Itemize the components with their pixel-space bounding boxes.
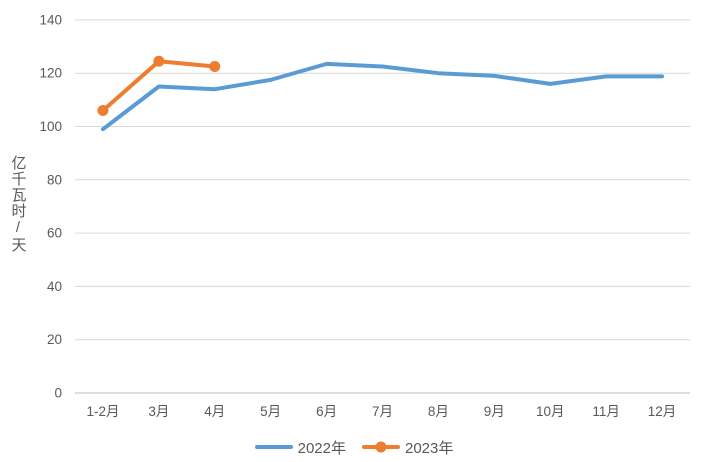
x-tick-label: 11月 bbox=[592, 404, 620, 419]
y-tick-label: 20 bbox=[47, 332, 62, 347]
series-line-0 bbox=[100, 61, 665, 132]
legend-item-2023: 2023年 bbox=[362, 437, 453, 458]
x-tick-label: 5月 bbox=[260, 404, 281, 419]
chart-legend: 2022年 2023年 bbox=[0, 437, 708, 458]
plot-area: 0 20 40 60 80 100 120 140 1-2月 3月 4月 5月 6月 7月 8月 9月 10月 1… bbox=[39, 12, 690, 419]
x-tick-label: 3月 bbox=[148, 404, 169, 419]
x-tick-label: 12月 bbox=[648, 404, 677, 419]
x-tick-label: 7月 bbox=[372, 404, 393, 419]
legend-marker-dot-icon bbox=[375, 441, 387, 453]
legend-label-2022: 2022年 bbox=[297, 439, 346, 457]
y-tick-label: 120 bbox=[39, 66, 62, 81]
legend-label-2023: 2023年 bbox=[405, 439, 454, 457]
series-data-point-1 bbox=[97, 105, 109, 117]
y-tick-label: 80 bbox=[47, 172, 62, 187]
legend-line-dot-swatch-icon bbox=[362, 441, 400, 453]
y-tick-label: 60 bbox=[47, 226, 62, 241]
x-tick-label: 6月 bbox=[316, 404, 337, 419]
series-data-point-1 bbox=[209, 61, 221, 73]
y-tick-label: 40 bbox=[47, 279, 62, 294]
y-axis-title: 亿千瓦时/天 bbox=[9, 155, 27, 253]
x-tick-label: 1-2月 bbox=[86, 404, 119, 419]
legend-item-2022: 2022年 bbox=[254, 437, 346, 458]
x-tick-label: 4月 bbox=[204, 404, 225, 419]
series-data-point-1 bbox=[153, 55, 165, 67]
x-tick-label: 9月 bbox=[484, 404, 505, 419]
x-tick-label: 10月 bbox=[536, 404, 565, 419]
x-tick-label: 8月 bbox=[428, 404, 449, 419]
legend-line-swatch-icon bbox=[254, 445, 293, 449]
y-tick-label: 100 bbox=[39, 119, 62, 134]
y-tick-label: 140 bbox=[39, 12, 62, 27]
y-tick-label: 0 bbox=[54, 386, 62, 401]
